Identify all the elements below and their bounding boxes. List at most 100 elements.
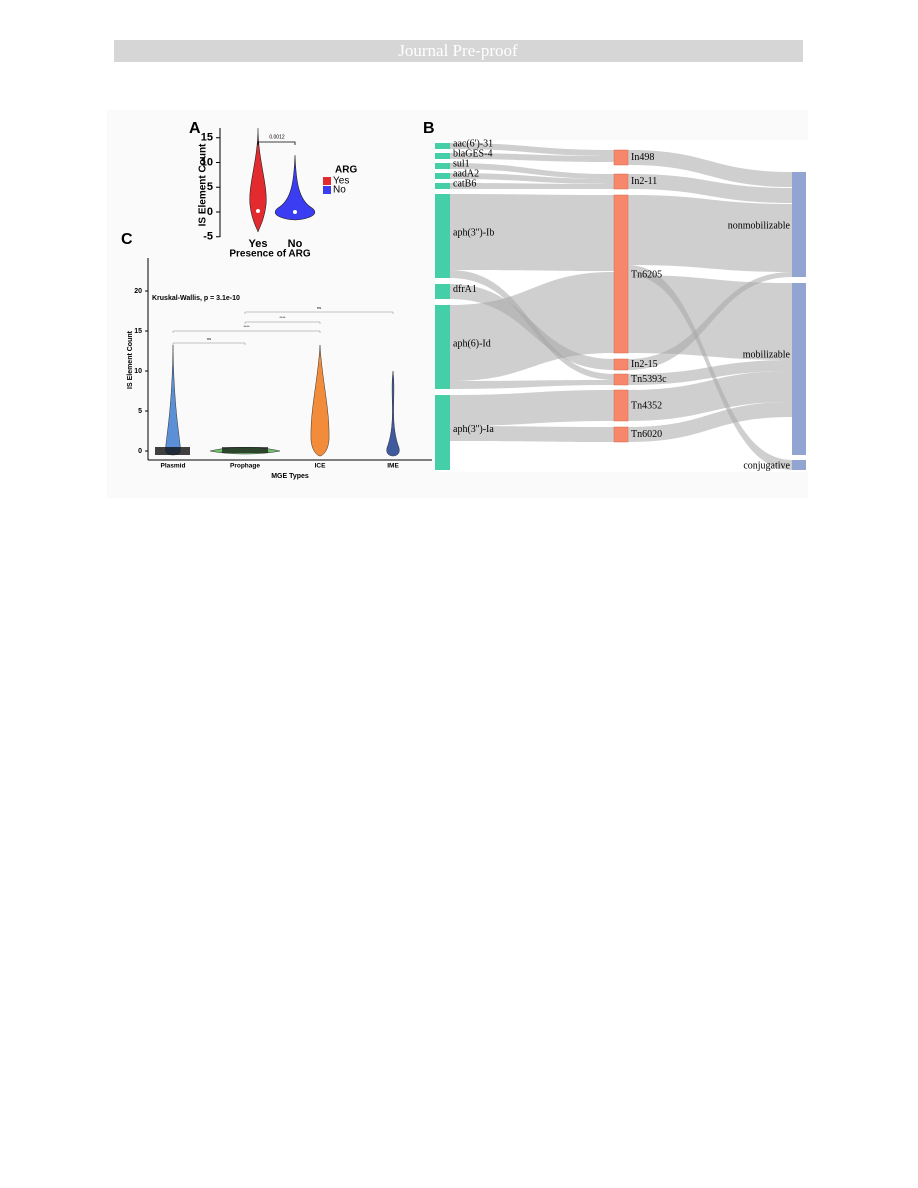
significance-label: ns <box>207 336 211 341</box>
test-result: Kruskal-Wallis, p = 3.1e-10 <box>152 295 240 302</box>
gene-node <box>435 183 450 189</box>
y-tick-label: 10 <box>201 156 213 168</box>
element-node <box>613 194 629 354</box>
y-tick-label: 5 <box>207 181 213 193</box>
flow <box>450 380 614 389</box>
flow <box>450 390 614 426</box>
flow <box>450 173 614 184</box>
x-tick-label: ICE <box>315 463 327 470</box>
element-label: Tn5393c <box>631 374 667 385</box>
significance-bracket <box>172 330 321 333</box>
element-label: Tn6020 <box>631 429 662 440</box>
flow <box>628 360 792 385</box>
significance-bracket <box>244 311 394 314</box>
y-tick-label: 20 <box>134 288 142 295</box>
gene-node <box>435 163 450 169</box>
x-axis-label: MGE Types <box>271 473 309 480</box>
mobility-node <box>792 460 806 470</box>
significance-bracket <box>172 342 246 345</box>
mobility-label: mobilizable <box>743 349 791 360</box>
point-cloud <box>155 447 190 455</box>
element-node <box>613 173 629 190</box>
gene-node <box>435 143 450 149</box>
x-axis-label: Presence of ARG <box>229 249 311 260</box>
x-tick-label: Plasmid <box>161 463 186 470</box>
legend-swatch <box>323 186 331 194</box>
element-node <box>613 358 629 371</box>
flow <box>628 174 792 203</box>
flow <box>450 194 614 271</box>
y-tick-label: 15 <box>201 132 213 144</box>
flow <box>450 426 614 442</box>
element-node <box>613 389 629 422</box>
flow <box>628 150 792 187</box>
significance-bracket <box>244 321 321 324</box>
significance-label: **** <box>243 324 250 329</box>
significance-label: **** <box>279 315 286 320</box>
legend-title: ARG <box>335 165 357 176</box>
gene-label: aph(3'')-Ib <box>453 227 494 238</box>
x-tick-label: IME <box>387 463 399 470</box>
gene-node <box>435 194 450 278</box>
element-label: In498 <box>631 152 654 163</box>
median-dot <box>293 210 297 214</box>
gene-node <box>435 305 450 389</box>
flow <box>628 195 792 272</box>
element-node <box>613 149 629 166</box>
y-tick-label: 0 <box>207 206 213 218</box>
point-cloud <box>222 447 268 453</box>
mobility-label: conjugative <box>743 460 790 471</box>
flow <box>450 183 614 189</box>
flow <box>450 272 614 381</box>
flows <box>450 143 792 470</box>
panel-label: B <box>423 120 435 137</box>
panel-label: A <box>189 120 201 137</box>
panel-label: C <box>121 231 133 248</box>
y-axis-label: IS Element Count <box>198 143 209 226</box>
gene-label: aadA2 <box>453 168 479 179</box>
element-label: In2-15 <box>631 359 658 370</box>
violin <box>274 154 316 221</box>
violin <box>310 344 330 457</box>
flow <box>628 371 792 421</box>
gene-label: blaGES-4 <box>453 148 492 159</box>
x-tick-label: No <box>288 238 303 250</box>
legend-label: Yes <box>333 176 349 187</box>
gene-label: aph(6)-Id <box>453 338 491 349</box>
violin <box>386 370 400 457</box>
header-title: Journal Pre-proof <box>398 41 518 60</box>
flow <box>628 272 792 370</box>
y-tick-label: 0 <box>138 448 142 455</box>
gene-node <box>435 173 450 179</box>
y-tick-label: -5 <box>203 231 213 243</box>
element-label: Tn6205 <box>631 269 662 280</box>
mobility-node <box>792 172 806 277</box>
element-label: Tn4352 <box>631 400 662 411</box>
gene-label: dfrA1 <box>453 284 477 295</box>
element-node <box>613 373 629 386</box>
legend-swatch <box>323 177 331 185</box>
significance-bracket <box>257 141 296 145</box>
gene-label: aac(6')-31 <box>453 138 493 149</box>
x-tick-label: Prophage <box>230 463 260 470</box>
violin <box>249 127 267 233</box>
mobility-label: nonmobilizable <box>728 220 791 231</box>
header-bar <box>114 40 803 62</box>
flow <box>450 153 614 162</box>
element-node <box>613 426 629 443</box>
p-value: 0.0012 <box>269 134 285 140</box>
y-tick-label: 15 <box>134 328 142 335</box>
y-tick-label: 10 <box>134 368 142 375</box>
gene-label: catB6 <box>453 178 476 189</box>
y-tick-label: 5 <box>138 408 142 415</box>
flow <box>450 163 614 179</box>
flow <box>628 402 792 442</box>
gene-node <box>435 153 450 159</box>
significance-label: ns <box>317 305 321 310</box>
mobility-node <box>792 283 806 455</box>
gene-node <box>435 284 450 299</box>
x-tick-label: Yes <box>249 238 268 250</box>
flow <box>450 143 614 156</box>
